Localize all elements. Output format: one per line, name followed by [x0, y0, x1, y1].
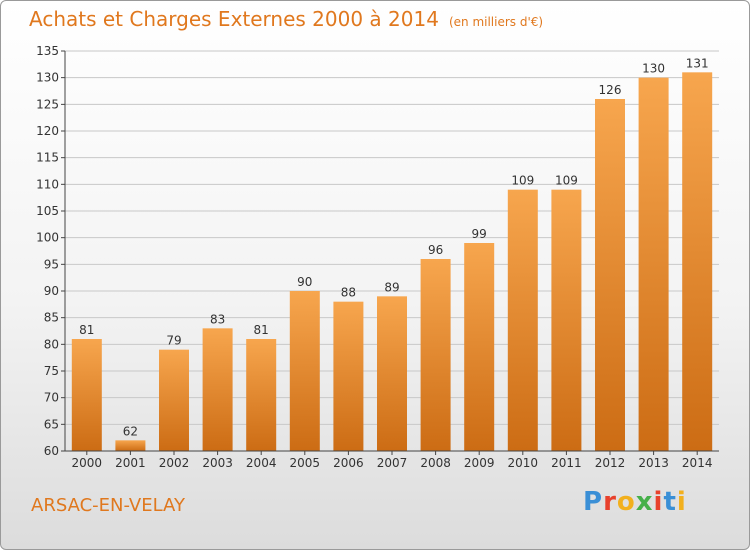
bar	[246, 339, 277, 451]
y-tick-label: 105	[36, 204, 59, 218]
x-tick-label: 2000	[72, 456, 103, 470]
y-tick-label: 95	[44, 257, 59, 271]
data-label: 89	[384, 280, 399, 294]
logo-letter: x	[635, 487, 654, 517]
bar	[420, 259, 451, 451]
chart-title: Achats et Charges Externes 2000 à 2014 (e…	[29, 7, 543, 31]
bar	[682, 72, 713, 451]
x-tick-label: 2005	[290, 456, 321, 470]
y-tick-label: 85	[44, 311, 59, 325]
y-tick-label: 110	[36, 177, 59, 191]
logo-letter: r	[603, 487, 617, 517]
bar	[71, 339, 102, 451]
data-label: 96	[428, 243, 443, 257]
bar	[159, 349, 189, 451]
bar	[464, 243, 495, 451]
x-tick-label: 2004	[246, 456, 277, 470]
title-text: Achats et Charges Externes 2000 à 2014	[29, 7, 439, 31]
x-tick-label: 2010	[508, 456, 539, 470]
y-tick-label: 75	[44, 364, 59, 378]
y-tick-label: 130	[36, 71, 59, 85]
x-tick-label: 2014	[682, 456, 713, 470]
data-label: 62	[123, 424, 138, 438]
y-tick-label: 80	[44, 337, 59, 351]
x-axis: 2000 2001 2002 2003 2004 2005 2006 2007 2008 2009…	[65, 450, 719, 470]
x-tick-label: 2006	[333, 456, 364, 470]
x-tick-label: 2012	[595, 456, 626, 470]
y-tick-label: 115	[36, 151, 59, 165]
x-tick-label: 2013	[638, 456, 669, 470]
data-label: 90	[297, 275, 312, 289]
x-tick-label: 2011	[551, 456, 582, 470]
y-tick-label: 120	[36, 124, 59, 138]
y-tick-label: 135	[36, 44, 59, 58]
data-label: 109	[511, 174, 534, 188]
bars	[71, 72, 713, 452]
logo-letter: t	[663, 487, 677, 517]
y-tick-label: 90	[44, 284, 59, 298]
data-label: 79	[166, 334, 181, 348]
x-tick-label: 2001	[115, 456, 146, 470]
data-label: 81	[79, 323, 94, 337]
proxiti-logo: Proxiti	[583, 487, 687, 517]
data-label: 131	[686, 56, 709, 70]
data-labels: 81 62 79 83 81 90 88 89 96 99 109 109 126 130 131	[79, 56, 708, 438]
x-tick-label: 2008	[420, 456, 451, 470]
y-tick-label: 65	[44, 417, 59, 431]
y-axis: 60 65 70 75 80 85 90 95 100 105 110 115 120 125 130 135	[36, 44, 66, 458]
unit-text: (en milliers d'€)	[448, 15, 544, 29]
y-tick-label: 125	[36, 97, 59, 111]
data-label: 126	[599, 83, 622, 97]
bar	[333, 301, 364, 451]
logo-letter: o	[616, 487, 636, 517]
bar	[377, 296, 407, 451]
bar	[638, 77, 669, 452]
logo-letter: i	[676, 487, 687, 517]
data-label: 109	[555, 174, 578, 188]
x-tick-label: 2007	[377, 456, 408, 470]
data-label: 99	[472, 227, 487, 241]
y-tick-label: 60	[44, 444, 59, 458]
bar	[289, 291, 320, 451]
bar	[595, 99, 625, 451]
data-label: 130	[642, 62, 665, 76]
bar	[115, 440, 146, 451]
bar	[507, 189, 538, 451]
place-name: ARSAC-EN-VELAY	[31, 495, 185, 516]
data-label: 88	[341, 286, 356, 300]
data-label: 83	[210, 312, 225, 326]
x-tick-label: 2002	[159, 456, 190, 470]
y-tick-label: 70	[44, 391, 59, 405]
logo-letter: P	[583, 487, 604, 517]
logo-letter: i	[653, 487, 664, 517]
y-tick-label: 100	[36, 231, 59, 245]
x-tick-label: 2009	[464, 456, 495, 470]
x-tick-label: 2003	[202, 456, 233, 470]
bar	[202, 328, 233, 451]
bar	[551, 189, 582, 451]
data-label: 81	[254, 323, 269, 337]
